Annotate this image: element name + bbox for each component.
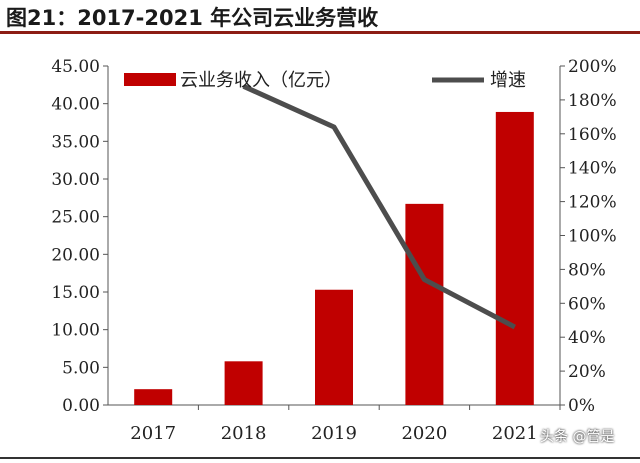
right-tick-label: 20% bbox=[568, 362, 606, 382]
right-tick-label: 120% bbox=[568, 193, 617, 213]
right-tick-label: 0% bbox=[568, 396, 595, 416]
right-tick-label: 200% bbox=[568, 57, 617, 77]
growth-line bbox=[242, 84, 516, 330]
left-tick-label: 5.00 bbox=[62, 358, 100, 378]
left-tick-label: 30.00 bbox=[51, 170, 100, 190]
right-tick-label: 40% bbox=[568, 328, 606, 348]
left-tick-label: 10.00 bbox=[51, 321, 100, 341]
right-axis-ticks: 0% 20% 40% 60% 80% 100% 120% 140% 160% 180% 200% bbox=[560, 57, 617, 416]
bar-series bbox=[134, 111, 534, 405]
right-tick-label: 100% bbox=[568, 227, 617, 247]
bar-2017 bbox=[134, 389, 173, 405]
watermark: 头条 @管是 bbox=[540, 429, 615, 445]
legend: 云业务收入（亿元） 增速 bbox=[124, 70, 526, 91]
left-tick-label: 25.00 bbox=[51, 208, 100, 228]
line-series bbox=[242, 84, 516, 330]
left-tick-label: 15.00 bbox=[51, 283, 100, 303]
left-axis-ticks: 0.00 5.00 10.00 15.00 20.00 25.00 30.00 35.00 40… bbox=[51, 57, 108, 416]
left-tick-label: 40.00 bbox=[51, 95, 100, 115]
right-tick-label: 160% bbox=[568, 125, 617, 145]
legend-bar-label: 云业务收入（亿元） bbox=[180, 70, 342, 91]
x-tick-label: 2019 bbox=[311, 423, 357, 444]
right-tick-label: 80% bbox=[568, 260, 606, 280]
bar-2020 bbox=[405, 203, 444, 405]
right-tick-label: 180% bbox=[568, 91, 617, 111]
legend-line-label: 增速 bbox=[490, 70, 526, 91]
x-tick-label: 2017 bbox=[130, 423, 176, 444]
chart-title: 图21：2017-2021 年公司云业务营收 bbox=[6, 6, 379, 30]
bar-2019 bbox=[315, 289, 353, 405]
x-tick-label: 2020 bbox=[401, 423, 447, 444]
bar-2018 bbox=[224, 361, 263, 405]
left-tick-label: 45.00 bbox=[51, 57, 100, 77]
x-tick-label: 2021 bbox=[492, 423, 538, 444]
left-tick-label: 20.00 bbox=[51, 245, 100, 265]
bottom-rule bbox=[0, 457, 640, 459]
left-tick-label: 0.00 bbox=[62, 396, 100, 416]
legend-bar-swatch bbox=[124, 73, 176, 86]
category-labels: 2017 2018 2019 2020 2021 bbox=[130, 405, 561, 444]
right-tick-label: 140% bbox=[568, 159, 617, 179]
bar-2021 bbox=[495, 111, 534, 405]
right-tick-label: 60% bbox=[568, 294, 606, 314]
left-tick-label: 35.00 bbox=[51, 132, 100, 152]
x-tick-label: 2018 bbox=[221, 423, 267, 444]
title-underline bbox=[0, 31, 640, 34]
